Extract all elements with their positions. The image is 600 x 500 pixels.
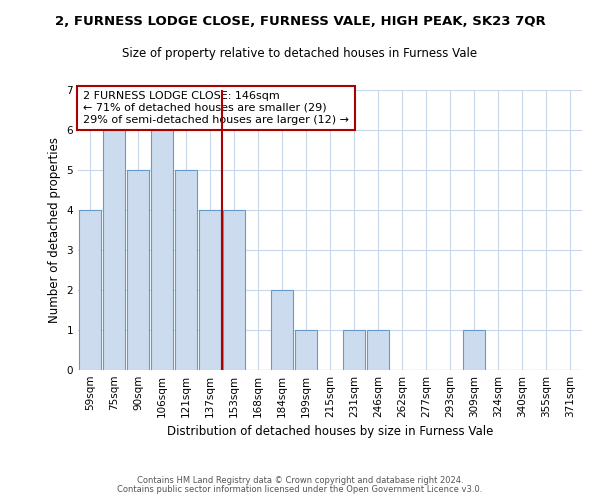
Bar [103, 130, 125, 370]
Text: 2, FURNESS LODGE CLOSE, FURNESS VALE, HIGH PEAK, SK23 7QR: 2, FURNESS LODGE CLOSE, FURNESS VALE, HI… [55, 15, 545, 28]
Text: 2 FURNESS LODGE CLOSE: 146sqm
← 71% of detached houses are smaller (29)
29% of s: 2 FURNESS LODGE CLOSE: 146sqm ← 71% of d… [83, 92, 349, 124]
Bar [199, 210, 221, 370]
Text: Contains public sector information licensed under the Open Government Licence v3: Contains public sector information licen… [118, 485, 482, 494]
Bar [271, 290, 293, 370]
Bar [175, 170, 197, 370]
Bar [127, 170, 149, 370]
Bar [151, 130, 173, 370]
Y-axis label: Number of detached properties: Number of detached properties [48, 137, 61, 323]
Bar [79, 210, 101, 370]
X-axis label: Distribution of detached houses by size in Furness Vale: Distribution of detached houses by size … [167, 426, 493, 438]
Bar [463, 330, 485, 370]
Text: Contains HM Land Registry data © Crown copyright and database right 2024.: Contains HM Land Registry data © Crown c… [137, 476, 463, 485]
Bar [295, 330, 317, 370]
Bar [223, 210, 245, 370]
Text: Size of property relative to detached houses in Furness Vale: Size of property relative to detached ho… [122, 48, 478, 60]
Bar [343, 330, 365, 370]
Bar [367, 330, 389, 370]
